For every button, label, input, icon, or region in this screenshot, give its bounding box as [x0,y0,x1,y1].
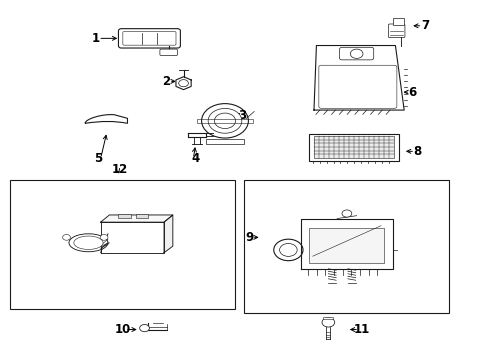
FancyBboxPatch shape [160,49,177,55]
Bar [206,139,243,144]
Circle shape [140,324,149,332]
Circle shape [208,108,242,133]
Circle shape [100,234,108,240]
Text: 10: 10 [114,323,130,336]
Circle shape [322,318,334,327]
Text: 6: 6 [408,86,416,99]
Polygon shape [176,77,191,90]
Ellipse shape [74,236,103,249]
Text: 7: 7 [420,19,428,32]
Circle shape [214,113,235,129]
PathPatch shape [85,114,127,123]
Text: 1: 1 [92,32,100,45]
FancyBboxPatch shape [118,29,180,48]
Text: 5: 5 [94,152,102,165]
Bar [118,213,131,218]
Bar [309,228,384,264]
Bar [244,180,448,313]
FancyBboxPatch shape [339,47,373,60]
Text: 9: 9 [245,231,253,244]
Text: 11: 11 [353,323,369,336]
Text: 4: 4 [191,152,200,165]
Circle shape [349,49,362,58]
Bar [10,180,234,309]
FancyBboxPatch shape [387,24,404,38]
Circle shape [178,80,188,87]
Circle shape [201,104,248,138]
Text: 12: 12 [112,163,128,176]
Circle shape [62,234,70,240]
Text: 8: 8 [413,145,421,158]
Polygon shape [101,215,172,222]
Bar [196,119,253,123]
Bar [323,317,332,319]
Text: 3: 3 [238,109,245,122]
Ellipse shape [69,234,108,252]
Bar [308,134,399,161]
Text: 2: 2 [162,75,170,88]
Circle shape [279,243,297,256]
Bar [313,136,394,158]
FancyBboxPatch shape [122,32,176,45]
Polygon shape [101,222,163,253]
Polygon shape [300,219,392,269]
Circle shape [341,210,351,217]
Polygon shape [163,215,172,253]
FancyBboxPatch shape [392,18,403,26]
Polygon shape [313,45,404,110]
Circle shape [273,239,303,261]
Bar [136,213,148,218]
